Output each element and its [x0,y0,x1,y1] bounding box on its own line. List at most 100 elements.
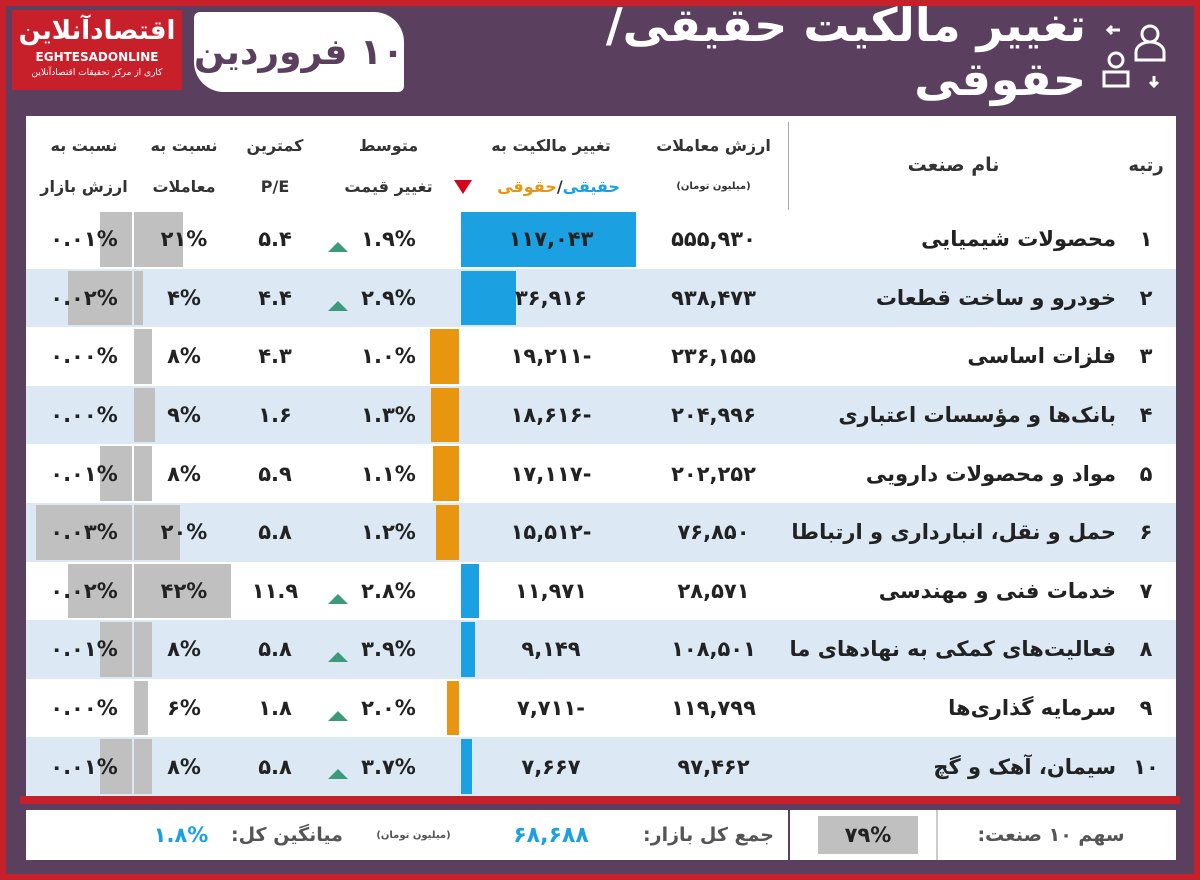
share-label: سهم ۱۰ صنعت: [977,824,1125,846]
total-unit: (میلیون تومان) [376,829,451,841]
row-bg [26,268,1176,328]
col-header: رتبه [1128,154,1164,176]
market-ratio: ۰.۰۱% [50,637,118,662]
trade-bar [134,680,148,736]
trade-ratio: ۲۰% [160,520,208,545]
trade-value: ۲۳۶,۱۵۵ [671,344,756,369]
change-bar [433,446,459,501]
trade-bar [134,270,144,326]
trade-ratio: ۸% [167,754,201,779]
rank: ۲ [1139,285,1153,310]
market-ratio: ۰.۰۳% [50,520,118,545]
rank: ۷ [1139,578,1153,603]
trade-bar [134,739,153,794]
trade-ratio: ۸% [167,461,201,486]
market-ratio: ۰.۰۱% [50,227,118,252]
industry-name: فلزات اساسی [967,344,1116,369]
trade-ratio: ۲۱% [160,227,208,252]
footer [26,810,1176,860]
rank: ۱ [1139,227,1153,252]
industry-name: خودرو و ساخت قطعات [875,285,1116,310]
min-pe: ۱.۶ [258,403,292,428]
trade-ratio: ۹% [167,403,201,428]
min-pe: ۵.۴ [258,227,292,252]
row-bg [26,503,1176,562]
col-header: کمترین [246,135,304,155]
trade-value: ۲۰۲,۲۵۲ [671,461,756,486]
market-ratio: ۰.۰۱% [50,461,118,486]
change-bar [461,739,473,794]
ownership-change: ۱۱,۹۷۱ [514,578,588,603]
industry-name: بانک‌ها و مؤسسات اعتباری [838,403,1116,428]
market-bar [100,212,132,267]
total-value: ۶۸,۶۸۸ [513,822,589,848]
row-bg [26,737,1176,796]
avg-price-change: ۱.۱% [361,461,416,486]
col-header: نسبت به [50,135,118,155]
trade-value: ۲۸,۵۷۱ [677,578,750,603]
avg-price-change: ۱.۰% [361,344,416,369]
row-bg [26,678,1176,738]
title: تغییر مالکیت حقیقی/حقوقی [605,0,1086,106]
market-ratio: ۰.۰۰% [50,403,118,428]
col-header: ارزش معاملات [656,135,771,155]
ownership-change: -۱۷,۱۱۷ [510,461,592,486]
share-value: ۷۹% [818,816,918,854]
col-header: تغییر مالکیت به [491,135,611,155]
change-bar [461,212,636,267]
trade-value: ۲۰۴,۹۹۶ [671,403,756,428]
industry-name: محصولات شیمیایی [921,227,1116,252]
market-bar [36,505,132,560]
trade-bar [134,212,183,267]
col-header: P/E [260,176,290,196]
ownership-change: -۷,۷۱۱ [517,696,585,721]
row-bg [26,385,1176,445]
rank: ۸ [1139,637,1153,662]
avg-price-change: ۲.۰% [361,696,416,721]
industry-name: خدمات فنی و مهندسی [878,578,1116,603]
market-bar [68,270,132,326]
logo-en: EGHTESADONLINE [35,50,159,64]
change-bar [461,622,475,677]
legend-label: حقیقی [562,176,620,196]
trade-value: ۷۶,۸۵۰ [677,520,750,545]
min-pe: ۵.۸ [258,637,292,662]
ownership-change: ۹,۱۴۹ [521,637,581,662]
trade-bar [134,563,231,619]
trade-value: ۱۰۸,۵۰۱ [671,637,756,662]
trade-bar [134,329,153,384]
row-bg [26,327,1176,386]
row-bg [26,620,1176,679]
legend-label: / [556,176,563,196]
industry-name: فعالیت‌های کمکی به نهادهای مالی [791,637,1116,662]
market-bar [100,446,132,501]
trade-bar [134,446,153,501]
industry-name: حمل و نقل، انبارداری و ارتباطات [791,520,1116,545]
avg-price-change: ۳.۷% [361,754,416,779]
footer-divider [936,810,938,860]
market-ratio: ۰.۰۲% [50,578,118,603]
trade-bar [134,505,181,560]
legend-triangle [454,180,472,194]
rank: ۵ [1139,461,1153,486]
change-bar [461,270,517,326]
ownership-change: ۷,۶۶۷ [521,754,581,779]
trade-ratio: ۴% [167,285,201,310]
avg-price-change: ۲.۹% [361,285,416,310]
total-label: جمع کل بازار: [643,824,774,846]
market-ratio: ۰.۰۰% [50,696,118,721]
date: ۱۰ فروردین [194,12,404,92]
market-ratio: ۰.۰۱% [50,754,118,779]
industry-name: سیمان، آهک و گچ [933,754,1116,779]
trade-ratio: ۸% [167,637,201,662]
avg-price-change: ۲.۸% [361,578,416,603]
min-pe: ۴.۳ [258,344,292,369]
trade-value: ۵۵۵,۹۳۰ [671,227,756,252]
row-bg [26,444,1176,503]
trade-value: ۱۱۹,۷۹۹ [671,696,756,721]
avg-price-change: ۱.۲% [361,520,416,545]
trade-ratio: ۶% [167,696,201,721]
trade-bar [134,622,153,677]
min-pe: ۱۱.۹ [251,578,299,603]
